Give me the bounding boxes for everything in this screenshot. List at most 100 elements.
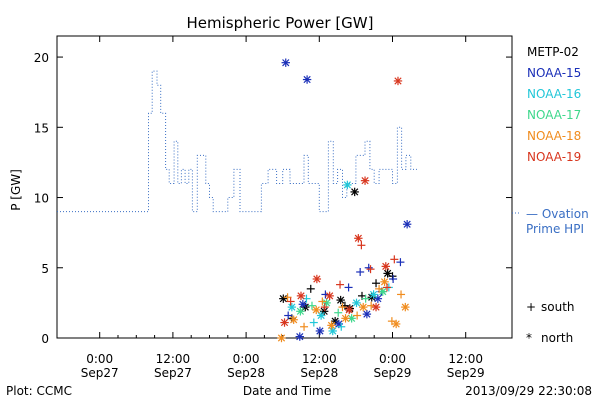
noaa-19-north-point-6 — [312, 274, 322, 284]
x-tick-label-time-2: 0:00 — [233, 352, 260, 366]
noaa-17-north-point-2 — [347, 314, 356, 323]
noaa-15-north-point-3 — [295, 332, 304, 341]
noaa-18-north-point-3 — [327, 321, 336, 330]
chart-title: Hemispheric Power [GW] — [187, 14, 374, 32]
noaa-15-south-point-0 — [356, 267, 365, 276]
x-tick-label-date-2: Sep28 — [227, 366, 265, 380]
noaa-19-north-point-5 — [280, 318, 289, 327]
noaa-15-south-point-3 — [389, 275, 398, 284]
noaa-16-north-point-0 — [343, 180, 352, 190]
noaa-17-north-point-1 — [322, 298, 331, 308]
y-axis: 0 5 10 15 20 — [34, 51, 512, 346]
legend-item-noaa-15: NOAA-15 — [527, 66, 581, 80]
noaa-15-south-point-7 — [284, 311, 293, 320]
noaa-15-north-point-2 — [402, 220, 412, 229]
noaa-18-north-point-5 — [359, 302, 368, 312]
metp-02-north-point-0 — [350, 187, 359, 197]
metp-02-south-point-5 — [372, 279, 381, 288]
legend-item-noaa-19: NOAA-19 — [527, 150, 581, 164]
footer-timestamp: 2013/09/29 22:30:08 — [465, 384, 592, 398]
noaa-19-north-point-2 — [354, 234, 363, 243]
metp-02-north-point-8 — [279, 294, 288, 303]
noaa-15-south-point-1 — [364, 263, 373, 272]
south-symbol: + — [526, 300, 536, 314]
noaa-19-south-point-2 — [366, 265, 375, 274]
noaa-18-south-point-0 — [283, 293, 292, 302]
metp-02-north-point-6 — [319, 307, 329, 316]
noaa-15-north-point-0 — [281, 58, 290, 67]
y-tick-label-2: 10 — [34, 192, 49, 206]
noaa-17-south-point-2 — [361, 294, 370, 303]
legend-item-noaa-18: NOAA-18 — [527, 129, 581, 143]
noaa-19-south-point-4 — [336, 280, 345, 289]
ovation-hpi-label-line2: Prime HPI — [526, 222, 584, 236]
noaa-18-south-point-1 — [300, 322, 309, 331]
noaa-18-north-point-1 — [289, 315, 298, 324]
noaa-18-north-point-2 — [312, 305, 321, 315]
x-axis: 0:00Sep2712:00Sep270:00Sep2812:00Sep280:… — [81, 36, 485, 380]
noaa-15-north-point-6 — [362, 309, 372, 319]
x-tick-label-time-0: 0:00 — [86, 352, 113, 366]
noaa-19-north-point-1 — [360, 176, 370, 185]
noaa-19-south-point-3 — [320, 303, 329, 312]
noaa-16-south-point-3 — [337, 322, 346, 331]
noaa-19-north-point-0 — [393, 76, 403, 86]
ovation-hpi-label-line1: — Ovation — [526, 207, 589, 221]
legend-item-noaa-17: NOAA-17 — [527, 108, 581, 122]
noaa-16-north-point-2 — [328, 326, 337, 336]
legend: METP-02 NOAA-15 NOAA-16 NOAA-17 NOAA-18 NOAA-… — [527, 45, 581, 164]
x-tick-label-time-4: 0:00 — [379, 352, 406, 366]
noaa-19-north-point-9 — [296, 291, 306, 301]
noaa-16-north-point-5 — [287, 302, 297, 312]
y-tick-label-1: 5 — [41, 262, 49, 276]
x-tick-label-date-4: Sep29 — [374, 366, 412, 380]
y-tick-label-0: 0 — [41, 332, 49, 346]
noaa-18-south-point-8 — [375, 284, 384, 293]
noaa-19-south-point-0 — [357, 241, 366, 250]
ovation-hpi-legend: — Ovation Prime HPI — [512, 207, 589, 236]
satellite-markers-layer — [277, 58, 412, 343]
x-tick-label-time-3: 12:00 — [302, 352, 337, 366]
noaa-18-south-point-2 — [318, 297, 327, 306]
noaa-18-south-point-7 — [397, 290, 406, 299]
metp-02-south-point-0 — [306, 284, 315, 293]
noaa-19-south-point-6 — [383, 283, 392, 292]
noaa-17-south-point-1 — [334, 308, 343, 317]
noaa-15-north-point-1 — [302, 75, 312, 84]
noaa-15-north-point-4 — [315, 326, 325, 336]
noaa-17-south-point-0 — [307, 301, 316, 310]
noaa-18-north-point-4 — [341, 314, 350, 323]
noaa-19-north-point-4 — [371, 302, 381, 312]
noaa-18-north-point-7 — [391, 319, 401, 329]
metp-02-north-point-2 — [336, 295, 345, 305]
north-label: north — [541, 331, 573, 345]
y-axis-label: P [GW] — [9, 169, 23, 211]
noaa-15-north-point-8 — [298, 300, 308, 309]
legend-item-noaa-16: NOAA-16 — [527, 87, 581, 101]
noaa-16-north-point-3 — [352, 298, 361, 308]
y-tick-label-4: 20 — [34, 51, 49, 65]
y-tick-label-3: 15 — [34, 121, 49, 135]
footer-credit: Plot: CCMC — [6, 384, 72, 398]
noaa-18-south-point-3 — [338, 303, 347, 312]
x-tick-label-date-1: Sep27 — [154, 366, 192, 380]
noaa-19-north-point-3 — [381, 262, 390, 271]
noaa-19-north-point-8 — [344, 305, 354, 315]
noaa-16-south-point-0 — [309, 318, 318, 327]
noaa-19-south-point-1 — [390, 255, 399, 264]
x-tick-label-time-1: 12:00 — [156, 352, 191, 366]
noaa-18-south-point-4 — [353, 311, 362, 320]
noaa-17-north-point-3 — [378, 287, 387, 296]
noaa-18-south-point-6 — [387, 317, 396, 326]
south-label: south — [541, 300, 575, 314]
noaa-18-north-point-8 — [401, 302, 410, 312]
noaa-17-north-point-0 — [296, 307, 305, 316]
legend-item-metp-02: METP-02 — [527, 45, 579, 59]
noaa-15-south-point-2 — [396, 258, 405, 267]
noaa-19-south-point-5 — [286, 297, 295, 306]
noaa-18-north-point-0 — [277, 333, 286, 343]
metp-02-north-point-4 — [383, 269, 392, 278]
ovation-hpi-layer — [57, 70, 417, 213]
ovation-hpi-line — [57, 70, 417, 213]
